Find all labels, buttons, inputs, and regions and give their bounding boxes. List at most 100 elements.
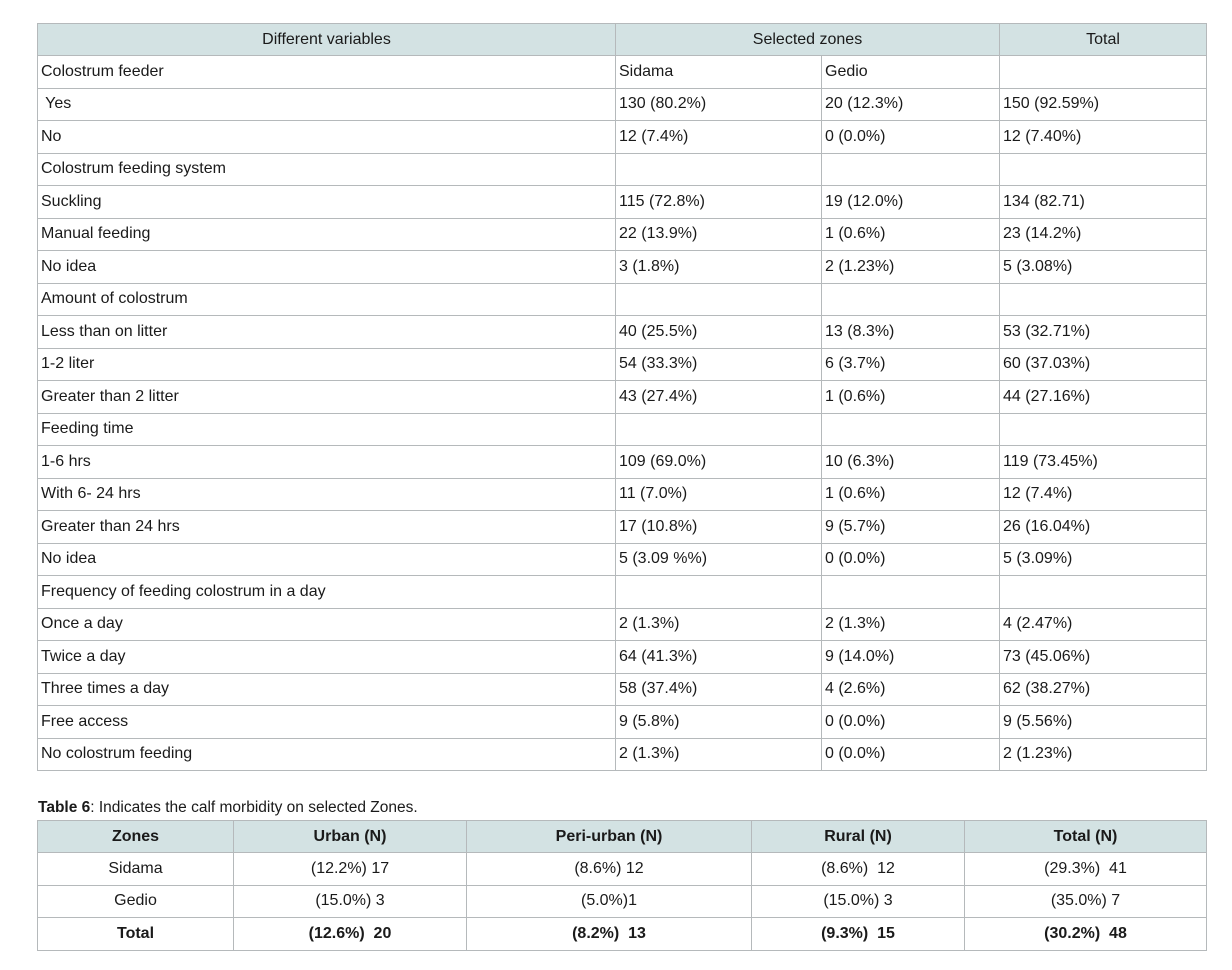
cell-sidama: 43 (27.4%): [615, 380, 822, 414]
cell-total: 5 (3.09%): [999, 542, 1207, 576]
cell-variable: Colostrum feeding system: [37, 152, 616, 186]
cell-total: 44 (27.16%): [999, 380, 1207, 414]
table-row: No 12 (7.4%) 0 (0.0%) 12 (7.40%): [37, 120, 1207, 154]
cell-value: (8.2%) 13: [466, 917, 752, 951]
cell-zone: Gedio: [37, 884, 234, 918]
cell-value: (15.0%) 3: [233, 884, 467, 918]
cell-sidama: 2 (1.3%): [615, 737, 822, 771]
table-6-caption-text: : Indicates the calf morbidity on select…: [90, 799, 418, 816]
cell-gedio: 0 (0.0%): [821, 120, 1000, 154]
cell-variable: 1-6 hrs: [37, 445, 616, 479]
cell-variable: Feeding time: [37, 412, 616, 446]
table-row: Less than on litter 40 (25.5%) 13 (8.3%) 53…: [37, 315, 1207, 349]
cell-gedio: 2 (1.23%): [821, 250, 1000, 284]
cell-total: 12 (7.40%): [999, 120, 1207, 154]
table-row: Feeding time: [37, 412, 1207, 446]
cell-sidama: 109 (69.0%): [615, 445, 822, 479]
table-row: With 6- 24 hrs 11 (7.0%) 1 (0.6%) 12 (7.4%): [37, 477, 1207, 511]
cell-gedio: 2 (1.3%): [821, 607, 1000, 641]
cell-gedio: 1 (0.6%): [821, 380, 1000, 414]
table-row: Colostrum feeding system: [37, 152, 1207, 186]
cell-total: 26 (16.04%): [999, 510, 1207, 544]
cell-sidama: 58 (37.4%): [615, 672, 822, 706]
table-row: No colostrum feeding 2 (1.3%) 0 (0.0%) 2 (1…: [37, 737, 1207, 771]
cell-gedio: 6 (3.7%): [821, 347, 1000, 381]
cell-sidama: [615, 152, 822, 186]
column-header: Zones: [37, 820, 234, 853]
cell-variable: No idea: [37, 250, 616, 284]
cell-value: (8.6%) 12: [466, 852, 752, 886]
cell-variable: Colostrum feeder: [37, 55, 616, 89]
cell-total: [999, 152, 1207, 186]
column-header-total: Total: [999, 23, 1207, 56]
cell-variable: Greater than 2 litter: [37, 380, 616, 414]
calf-morbidity-table: Zones Urban (N) Peri-urban (N) Rural (N) Tot…: [37, 820, 1207, 951]
cell-variable: Yes: [37, 87, 616, 121]
cell-total: 119 (73.45%): [999, 445, 1207, 479]
cell-gedio: 20 (12.3%): [821, 87, 1000, 121]
column-header-selected-zones: Selected zones: [615, 23, 1000, 56]
cell-value: (5.0%)1: [466, 884, 752, 918]
cell-gedio: 0 (0.0%): [821, 542, 1000, 576]
column-header: Total (N): [964, 820, 1207, 853]
cell-sidama: 64 (41.3%): [615, 640, 822, 674]
cell-total: 2 (1.23%): [999, 737, 1207, 771]
cell-total: [999, 282, 1207, 316]
cell-sidama: 54 (33.3%): [615, 347, 822, 381]
table-row: No idea 3 (1.8%) 2 (1.23%) 5 (3.08%): [37, 250, 1207, 284]
cell-variable: Three times a day: [37, 672, 616, 706]
cell-variable: Free access: [37, 705, 616, 739]
table-row: Amount of colostrum: [37, 282, 1207, 316]
table-row: Sidama (12.2%) 17 (8.6%) 12 (8.6%) 12 (29.3%…: [37, 852, 1207, 886]
cell-sidama: 17 (10.8%): [615, 510, 822, 544]
cell-total: 60 (37.03%): [999, 347, 1207, 381]
table-row: Greater than 24 hrs 17 (10.8%) 9 (5.7%) 26 …: [37, 510, 1207, 544]
cell-gedio: 4 (2.6%): [821, 672, 1000, 706]
cell-variable: 1-2 liter: [37, 347, 616, 381]
cell-value: (12.2%) 17: [233, 852, 467, 886]
cell-variable: No idea: [37, 542, 616, 576]
cell-variable: Once a day: [37, 607, 616, 641]
cell-sidama: 115 (72.8%): [615, 185, 822, 219]
cell-variable: No colostrum feeding: [37, 737, 616, 771]
cell-sidama: [615, 412, 822, 446]
cell-sidama: 11 (7.0%): [615, 477, 822, 511]
cell-total: 62 (38.27%): [999, 672, 1207, 706]
cell-value: (8.6%) 12: [751, 852, 965, 886]
cell-sidama: 12 (7.4%): [615, 120, 822, 154]
cell-value: (29.3%) 41: [964, 852, 1207, 886]
cell-total: 53 (32.71%): [999, 315, 1207, 349]
cell-sidama: 130 (80.2%): [615, 87, 822, 121]
cell-total: 5 (3.08%): [999, 250, 1207, 284]
table-header-row: Zones Urban (N) Peri-urban (N) Rural (N) Tot…: [37, 820, 1207, 853]
cell-total: [999, 55, 1207, 89]
cell-zone: Sidama: [37, 852, 234, 886]
table-header-row: Different variables Selected zones Total: [37, 23, 1207, 56]
cell-total: 9 (5.56%): [999, 705, 1207, 739]
cell-variable: Less than on litter: [37, 315, 616, 349]
table-row: Three times a day 58 (37.4%) 4 (2.6%) 62 (3…: [37, 672, 1207, 706]
cell-gedio: 10 (6.3%): [821, 445, 1000, 479]
cell-sidama: 5 (3.09 %%): [615, 542, 822, 576]
cell-gedio: 1 (0.6%): [821, 217, 1000, 251]
cell-value: (12.6%) 20: [233, 917, 467, 951]
table-row: Twice a day 64 (41.3%) 9 (14.0%) 73 (45.06%…: [37, 640, 1207, 674]
table-row: Manual feeding 22 (13.9%) 1 (0.6%) 23 (14.2…: [37, 217, 1207, 251]
column-header: Rural (N): [751, 820, 965, 853]
cell-gedio: 9 (14.0%): [821, 640, 1000, 674]
cell-total: 23 (14.2%): [999, 217, 1207, 251]
cell-variable: Amount of colostrum: [37, 282, 616, 316]
cell-total: [999, 575, 1207, 609]
cell-variable: With 6- 24 hrs: [37, 477, 616, 511]
column-header: Peri-urban (N): [466, 820, 752, 853]
cell-value: (35.0%) 7: [964, 884, 1207, 918]
cell-total: 134 (82.71): [999, 185, 1207, 219]
cell-gedio: 1 (0.6%): [821, 477, 1000, 511]
table-row: Yes 130 (80.2%) 20 (12.3%) 150 (92.59%): [37, 87, 1207, 121]
colostrum-feeding-table: Different variables Selected zones Total…: [37, 23, 1207, 771]
table-6-caption-label: Table 6: [38, 799, 91, 816]
cell-zone: Total: [37, 917, 234, 951]
column-header-variables: Different variables: [37, 23, 616, 56]
table-row: Frequency of feeding colostrum in a day: [37, 575, 1207, 609]
cell-gedio: 9 (5.7%): [821, 510, 1000, 544]
